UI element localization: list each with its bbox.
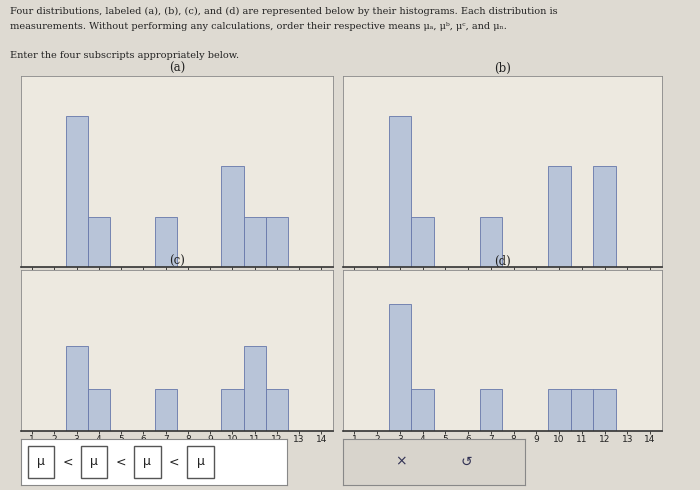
Bar — [594, 389, 616, 431]
Bar — [570, 389, 594, 431]
Bar — [188, 445, 214, 478]
Text: ×: × — [395, 455, 407, 469]
Bar — [221, 389, 244, 431]
Bar — [480, 389, 503, 431]
Bar — [28, 445, 55, 478]
Text: <: < — [116, 455, 126, 468]
Bar — [80, 445, 107, 478]
Bar — [66, 346, 88, 431]
Text: μ: μ — [90, 455, 98, 468]
Bar — [88, 389, 110, 431]
Bar — [66, 116, 88, 267]
Text: <: < — [169, 455, 179, 468]
Bar — [389, 116, 412, 267]
Text: μ: μ — [144, 455, 151, 468]
Bar — [547, 389, 570, 431]
Text: μ: μ — [197, 455, 204, 468]
Bar — [155, 217, 176, 267]
Text: measurements. Without performing any calculations, order their respective means : measurements. Without performing any cal… — [10, 22, 508, 31]
Bar — [412, 217, 434, 267]
Text: ↺: ↺ — [461, 455, 473, 469]
Bar — [221, 167, 244, 267]
Bar — [389, 303, 412, 431]
Bar — [244, 217, 266, 267]
Bar — [547, 167, 570, 267]
Bar — [134, 445, 161, 478]
Bar — [594, 167, 616, 267]
Bar — [155, 389, 176, 431]
Bar — [412, 389, 434, 431]
Title: (d): (d) — [494, 255, 510, 269]
Text: Four distributions, labeled (a), (b), (c), and (d) are represented below by thei: Four distributions, labeled (a), (b), (c… — [10, 7, 558, 17]
Text: μ: μ — [37, 455, 45, 468]
Title: (a): (a) — [169, 62, 185, 75]
Bar — [244, 346, 266, 431]
Bar — [266, 389, 288, 431]
Title: (c): (c) — [169, 255, 185, 269]
Bar — [480, 217, 503, 267]
Text: <: < — [62, 455, 73, 468]
Bar — [88, 217, 110, 267]
Title: (b): (b) — [494, 62, 511, 75]
Bar — [266, 217, 288, 267]
Text: Enter the four subscripts appropriately below.: Enter the four subscripts appropriately … — [10, 51, 239, 60]
